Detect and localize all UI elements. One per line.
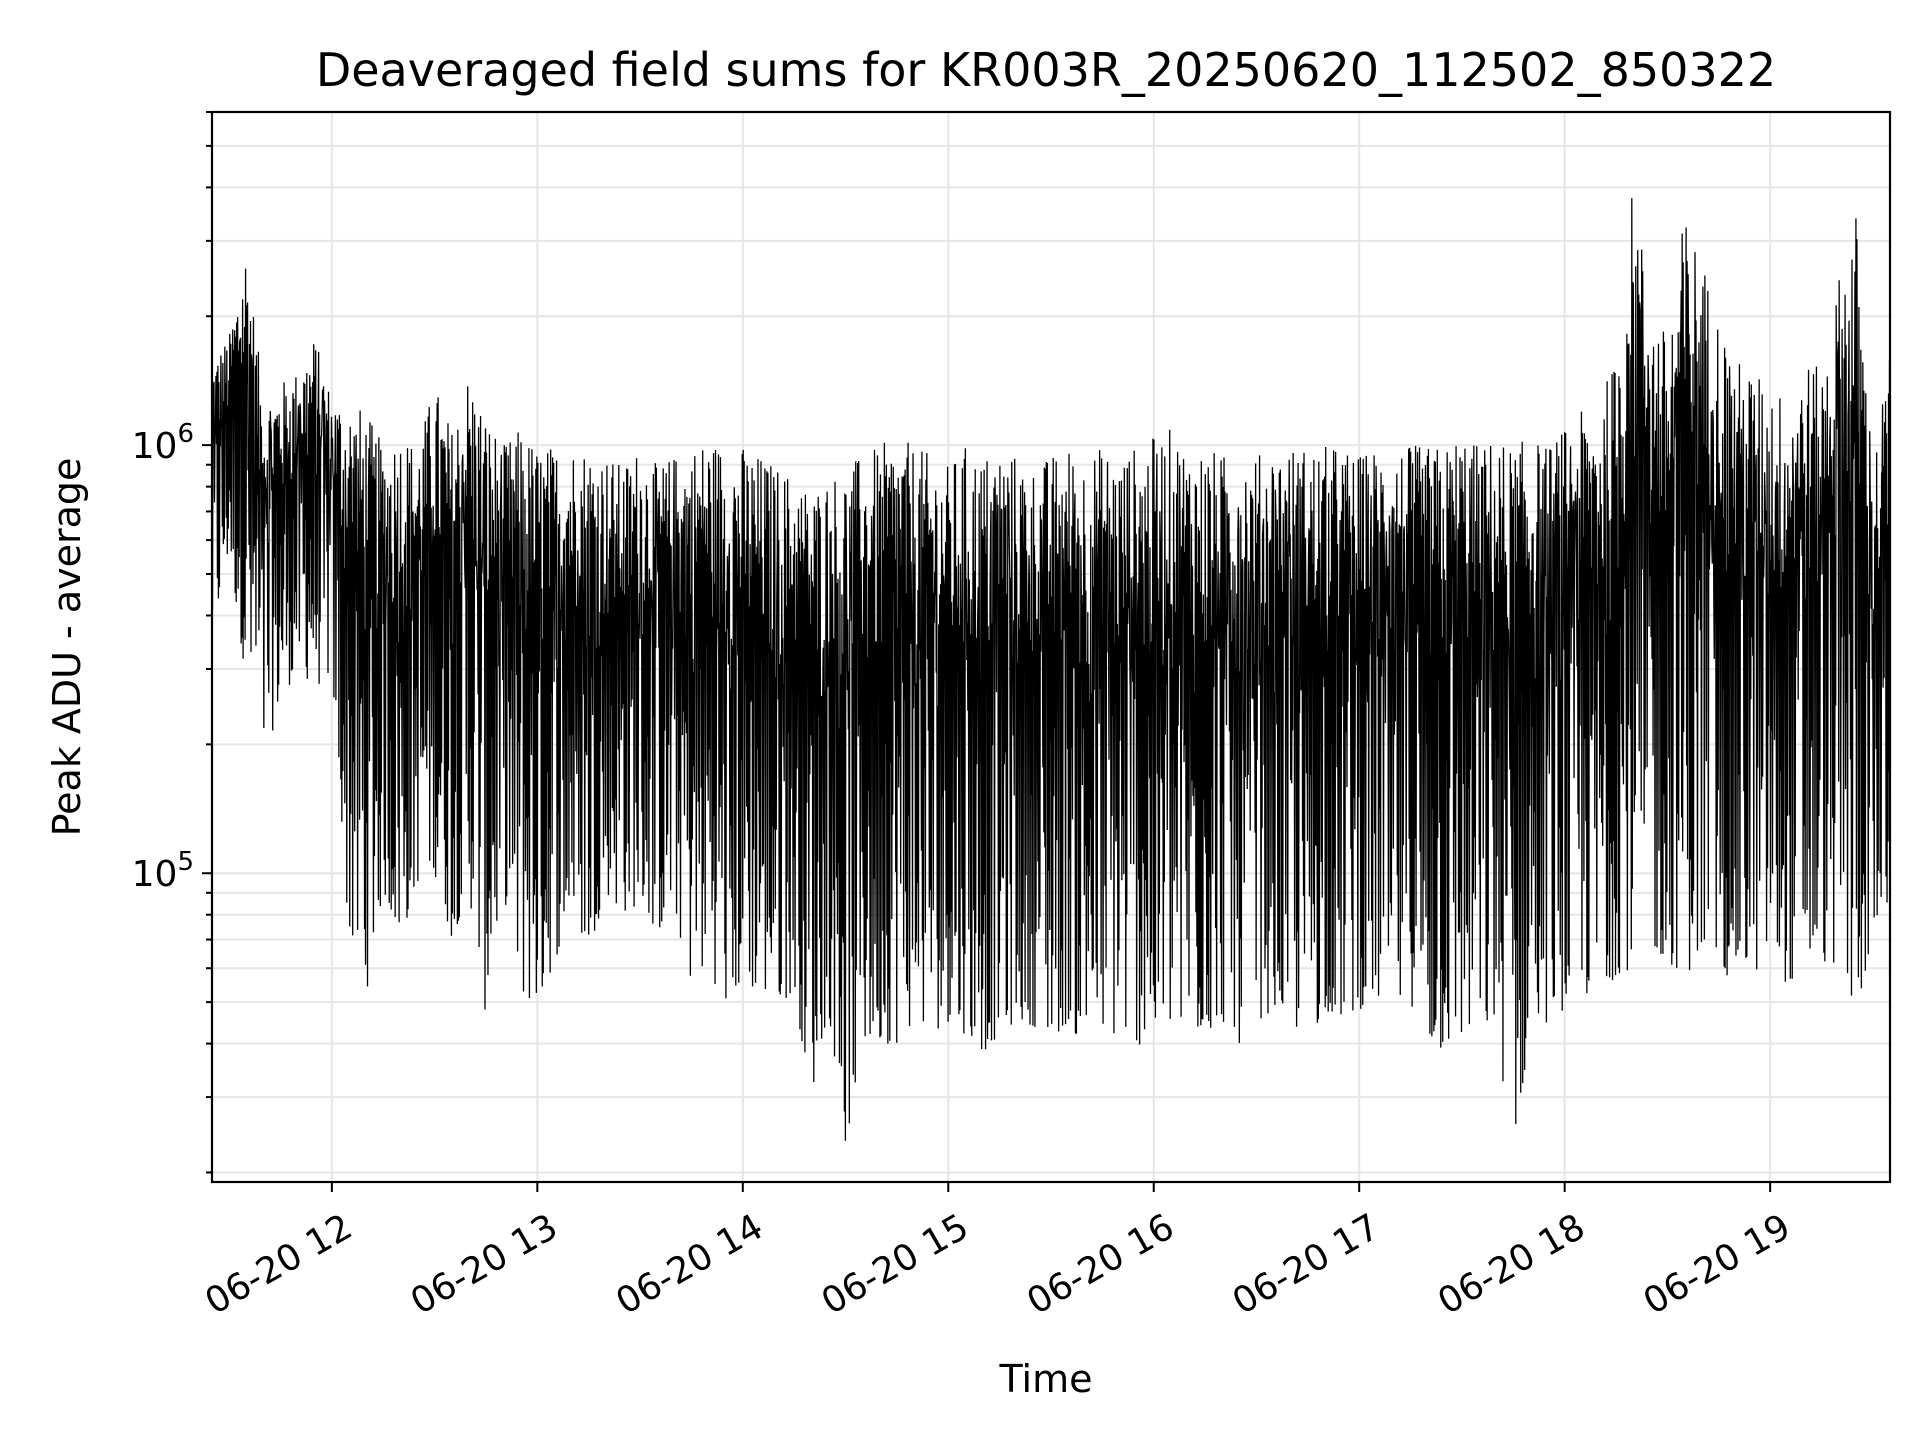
plot-frame <box>210 110 1892 1184</box>
x-tick-label: 06-20 15 <box>815 1206 976 1322</box>
x-tick-label: 06-20 13 <box>404 1206 565 1322</box>
x-tick-label: 06-20 17 <box>1226 1206 1387 1322</box>
x-tick-label: 06-20 14 <box>609 1206 770 1322</box>
y-tick-label: 106 <box>132 419 194 467</box>
y-axis-label: Peak ADU - average <box>45 458 89 837</box>
series-line-peak-adu <box>211 198 1891 1141</box>
x-tick-label: 06-20 16 <box>1020 1206 1181 1322</box>
y-tick-label: 105 <box>132 847 194 895</box>
x-axis-label: Time <box>999 1357 1093 1401</box>
chart-title: Deaveraged field sums for KR003R_2025062… <box>316 43 1776 97</box>
x-tick-label: 06-20 12 <box>198 1206 359 1322</box>
x-tick-label: 06-20 19 <box>1637 1206 1798 1322</box>
x-tick-label: 06-20 18 <box>1431 1206 1592 1322</box>
